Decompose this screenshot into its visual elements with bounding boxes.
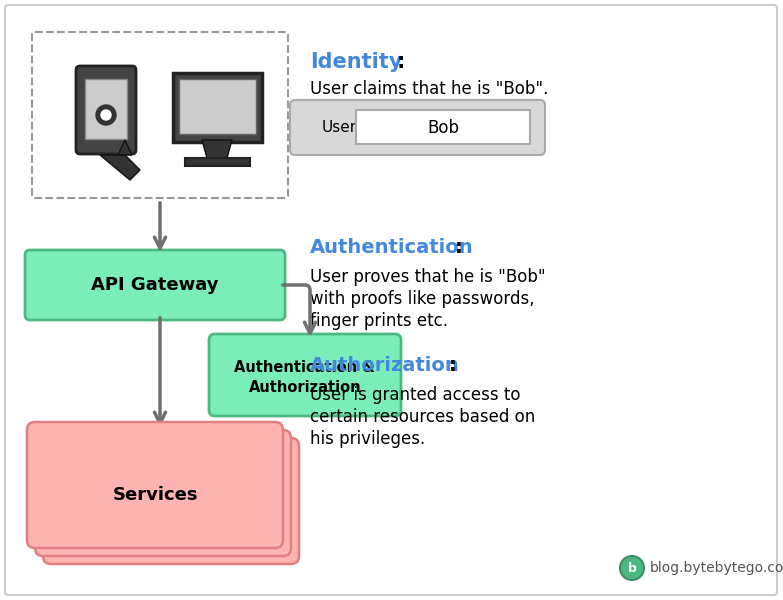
Text: finger prints etc.: finger prints etc. [310, 312, 448, 330]
FancyBboxPatch shape [25, 250, 285, 320]
FancyBboxPatch shape [179, 79, 256, 134]
Text: API Gateway: API Gateway [92, 276, 218, 294]
FancyBboxPatch shape [35, 430, 291, 556]
Text: User is granted access to: User is granted access to [310, 386, 521, 404]
Text: with proofs like passwords,: with proofs like passwords, [310, 290, 535, 308]
Text: Services: Services [112, 486, 198, 504]
FancyBboxPatch shape [43, 438, 299, 564]
Text: Authentication &: Authentication & [234, 361, 376, 376]
Text: :: : [397, 52, 406, 72]
FancyBboxPatch shape [209, 334, 401, 416]
Text: his privileges.: his privileges. [310, 430, 425, 448]
Text: :: : [449, 356, 456, 375]
Text: Authorization: Authorization [310, 356, 460, 375]
FancyBboxPatch shape [32, 32, 288, 198]
Text: Authentication: Authentication [310, 238, 474, 257]
Text: User claims that he is "Bob".: User claims that he is "Bob". [310, 80, 548, 98]
Circle shape [620, 556, 644, 580]
FancyBboxPatch shape [356, 110, 530, 144]
Text: Bob: Bob [427, 119, 459, 137]
Text: User proves that he is "Bob": User proves that he is "Bob" [310, 268, 546, 286]
Circle shape [101, 110, 111, 120]
Polygon shape [202, 140, 232, 158]
FancyBboxPatch shape [173, 73, 262, 142]
Text: blog.bytebytego.com: blog.bytebytego.com [650, 561, 783, 575]
FancyBboxPatch shape [27, 422, 283, 548]
Polygon shape [100, 155, 140, 180]
Circle shape [96, 105, 116, 125]
Text: certain resources based on: certain resources based on [310, 408, 536, 426]
FancyBboxPatch shape [85, 79, 127, 139]
Polygon shape [118, 140, 132, 155]
Text: :: : [455, 238, 463, 257]
FancyBboxPatch shape [185, 158, 250, 166]
Text: Identity: Identity [310, 52, 402, 72]
FancyBboxPatch shape [290, 100, 545, 155]
FancyBboxPatch shape [76, 66, 136, 154]
Text: Authorization: Authorization [249, 380, 361, 395]
Text: User: User [322, 121, 357, 136]
FancyBboxPatch shape [5, 5, 777, 595]
Text: b: b [627, 562, 637, 575]
